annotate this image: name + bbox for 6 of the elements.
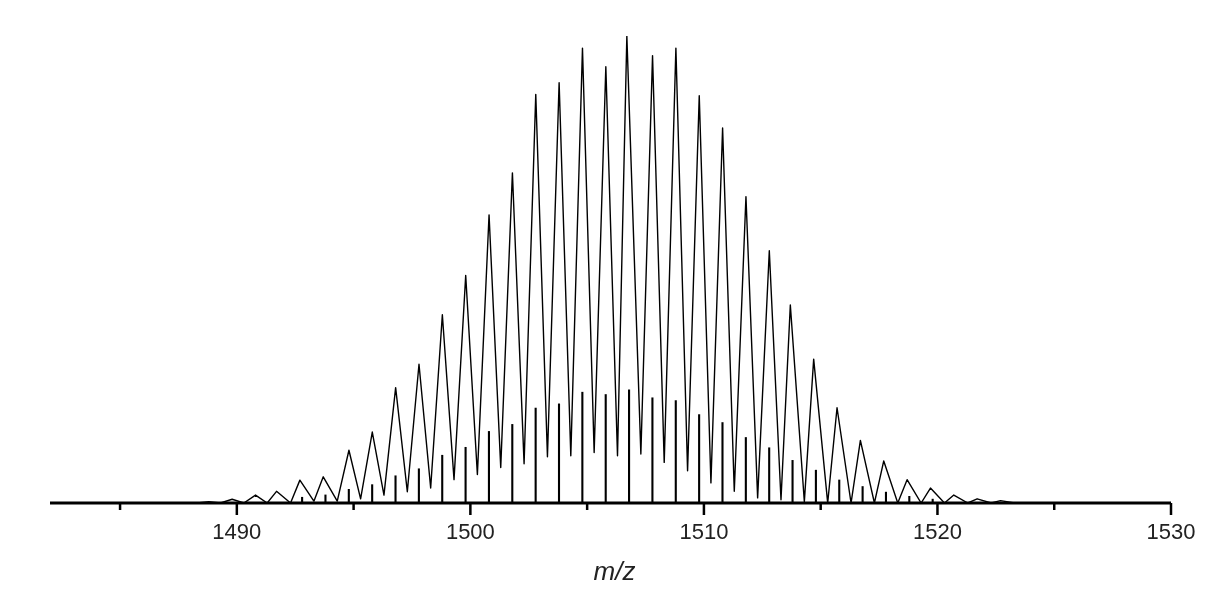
x-tick-label: 1490 xyxy=(212,519,262,544)
x-tick-label: 1530 xyxy=(1146,519,1196,544)
x-axis-title: m/z xyxy=(593,556,636,586)
x-tick-label: 1500 xyxy=(445,519,495,544)
x-tick-label: 1510 xyxy=(679,519,729,544)
x-tick-label: 1520 xyxy=(912,519,962,544)
